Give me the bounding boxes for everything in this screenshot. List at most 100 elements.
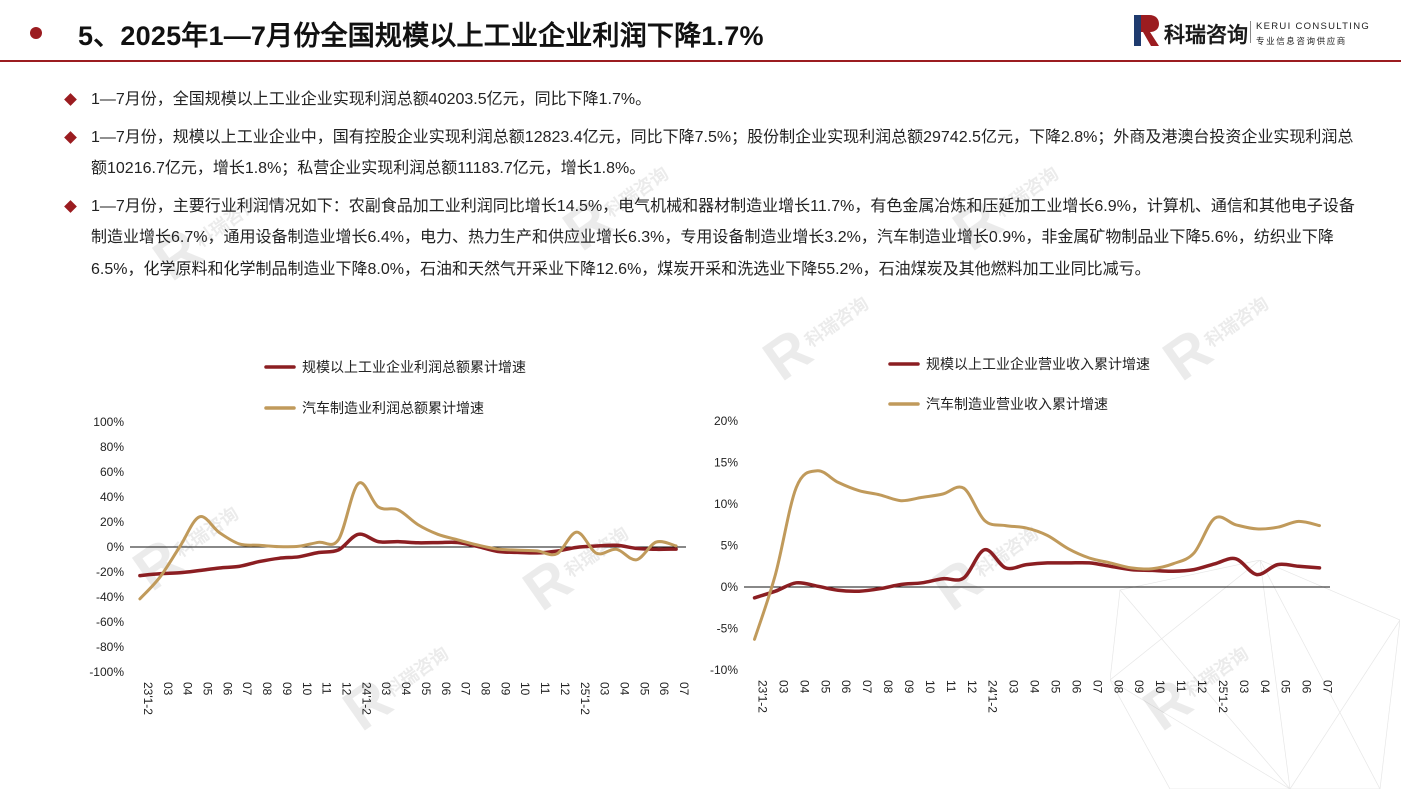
logo-separator xyxy=(1250,21,1251,43)
x-tick-label: 07 xyxy=(1321,680,1335,694)
x-tick-label: 12 xyxy=(340,682,354,696)
profit-growth-chart: 规模以上工业企业利润总额累计增速 汽车制造业利润总额累计增速 -100% -80% -6… xyxy=(70,340,710,740)
x-tick-label: 03 xyxy=(379,682,393,696)
x-tick-label: 10 xyxy=(518,682,532,696)
x-tick-label: 08 xyxy=(1111,680,1125,694)
x-tick-label: 05 xyxy=(201,682,215,696)
bullet-item: 1—7月份，全国规模以上工业企业实现利润总额40203.5亿元，同比下降1.7%… xyxy=(64,84,1366,116)
x-tick-label: 11 xyxy=(944,680,958,693)
x-tick-label: 12 xyxy=(1195,680,1209,694)
y-tick-label: -60% xyxy=(96,615,124,629)
x-tick-label: 06 xyxy=(439,682,453,696)
x-tick-label: 07 xyxy=(1090,680,1104,694)
y-tick-label: 15% xyxy=(714,456,738,470)
x-tick-label: 03 xyxy=(1007,680,1021,694)
diamond-bullet-icon xyxy=(64,199,77,213)
revenue-growth-chart: 规模以上工业企业营业收入累计增速 汽车制造业营业收入累计增速 -10% -5% 0% 5%… xyxy=(700,340,1350,740)
x-tick-label: 23'1-2 xyxy=(755,680,769,713)
bullet-list: 1—7月份，全国规模以上工业企业实现利润总额40203.5亿元，同比下降1.7%… xyxy=(64,84,1366,286)
x-tick-label: 07 xyxy=(240,682,254,696)
series-line xyxy=(138,532,678,578)
x-tick-label: 09 xyxy=(498,682,512,696)
x-tick-label: 06 xyxy=(657,682,671,696)
series-line xyxy=(753,469,1321,641)
x-tick-label: 03 xyxy=(776,680,790,694)
y-tick-label: 100% xyxy=(93,415,124,429)
x-tick-label: 06 xyxy=(220,682,234,696)
x-tick-label: 25'1-2 xyxy=(578,682,592,715)
x-tick-label: 08 xyxy=(881,680,895,694)
diamond-bullet-icon xyxy=(64,130,77,144)
x-tick-label: 07 xyxy=(677,682,691,696)
y-tick-label: 20% xyxy=(714,414,738,428)
kerui-logo-icon xyxy=(1134,15,1159,46)
x-tick-label: 06 xyxy=(1069,680,1083,694)
x-tick-label: 03 xyxy=(598,682,612,696)
x-tick-label: 08 xyxy=(260,682,274,696)
x-tick-label: 12 xyxy=(558,682,572,696)
y-tick-label: -40% xyxy=(96,590,124,604)
x-tick-label: 05 xyxy=(637,682,651,696)
x-tick-label: 04 xyxy=(1028,680,1042,694)
y-tick-label: 0% xyxy=(107,540,125,554)
x-tick-label: 09 xyxy=(1132,680,1146,694)
x-tick-label: 04 xyxy=(618,682,632,696)
x-tick-label: 23'1-2 xyxy=(141,682,155,715)
decorative-polygon-graphic xyxy=(1110,560,1400,789)
y-tick-label: -5% xyxy=(717,622,739,636)
y-tick-label: -10% xyxy=(710,663,738,677)
slide-header: 5、2025年1—7月份全国规模以上工业企业利润下降1.7% xyxy=(0,0,1401,64)
x-tick-label: 24'1-2 xyxy=(986,680,1000,713)
y-tick-label: 40% xyxy=(100,490,124,504)
x-tick-label: 06 xyxy=(1300,680,1314,694)
legend-label: 汽车制造业营业收入累计增速 xyxy=(926,396,1108,412)
logo-tagline: 专业信息咨询供应商 xyxy=(1256,36,1347,46)
x-tick-label: 12 xyxy=(965,680,979,694)
x-tick-label: 10 xyxy=(1153,680,1167,694)
y-tick-label: -20% xyxy=(96,565,124,579)
page-title: 5、2025年1—7月份全国规模以上工业企业利润下降1.7% xyxy=(78,21,764,51)
y-tick-label: -80% xyxy=(96,640,124,654)
x-tick-label: 07 xyxy=(459,682,473,696)
x-tick-label: 04 xyxy=(797,680,811,694)
bullet-text: 1—7月份，规模以上工业企业中，国有控股企业实现利润总额12823.4亿元，同比… xyxy=(91,128,1354,178)
y-tick-label: -100% xyxy=(89,665,124,679)
x-tick-label: 05 xyxy=(1048,680,1062,694)
legend-label: 汽车制造业利润总额累计增速 xyxy=(302,400,484,416)
x-tick-label: 10 xyxy=(923,680,937,694)
logo-english-name: KERUI CONSULTING xyxy=(1256,21,1371,32)
x-tick-label: 03 xyxy=(161,682,175,696)
x-tick-label: 05 xyxy=(818,680,832,694)
x-tick-label: 07 xyxy=(860,680,874,694)
x-tick-label: 04 xyxy=(1258,680,1272,694)
x-tick-label: 04 xyxy=(399,682,413,696)
y-tick-label: 10% xyxy=(714,497,738,511)
bullet-text: 1—7月份，全国规模以上工业企业实现利润总额40203.5亿元，同比下降1.7%… xyxy=(91,91,652,108)
bullet-text: 1—7月份，主要行业利润情况如下：农副食品加工业利润同比增长14.5%，电气机械… xyxy=(91,197,1355,278)
x-tick-label: 10 xyxy=(300,682,314,696)
series-line xyxy=(138,481,678,601)
bullet-item: 1—7月份，主要行业利润情况如下：农副食品加工业利润同比增长14.5%，电气机械… xyxy=(64,191,1366,286)
y-tick-label: 60% xyxy=(100,465,124,479)
x-tick-label: 11 xyxy=(538,682,552,695)
x-tick-label: 11 xyxy=(1174,680,1188,693)
y-tick-label: 80% xyxy=(100,440,124,454)
x-tick-label: 11 xyxy=(320,682,334,695)
title-bullet-dot xyxy=(30,27,42,39)
y-tick-label: 0% xyxy=(721,580,739,594)
x-tick-label: 05 xyxy=(1279,680,1293,694)
legend-label: 规模以上工业企业利润总额累计增速 xyxy=(302,359,526,375)
x-tick-label: 09 xyxy=(280,682,294,696)
header-divider xyxy=(0,60,1401,62)
bullet-item: 1—7月份，规模以上工业企业中，国有控股企业实现利润总额12823.4亿元，同比… xyxy=(64,122,1366,185)
diamond-bullet-icon xyxy=(64,93,77,106)
x-tick-label: 03 xyxy=(1237,680,1251,694)
x-tick-label: 06 xyxy=(839,680,853,694)
legend-label: 规模以上工业企业营业收入累计增速 xyxy=(926,356,1150,372)
logo-chinese-name: 科瑞咨询 xyxy=(1164,24,1248,47)
y-tick-label: 5% xyxy=(721,539,739,553)
x-tick-label: 08 xyxy=(479,682,493,696)
y-tick-label: 20% xyxy=(100,515,124,529)
